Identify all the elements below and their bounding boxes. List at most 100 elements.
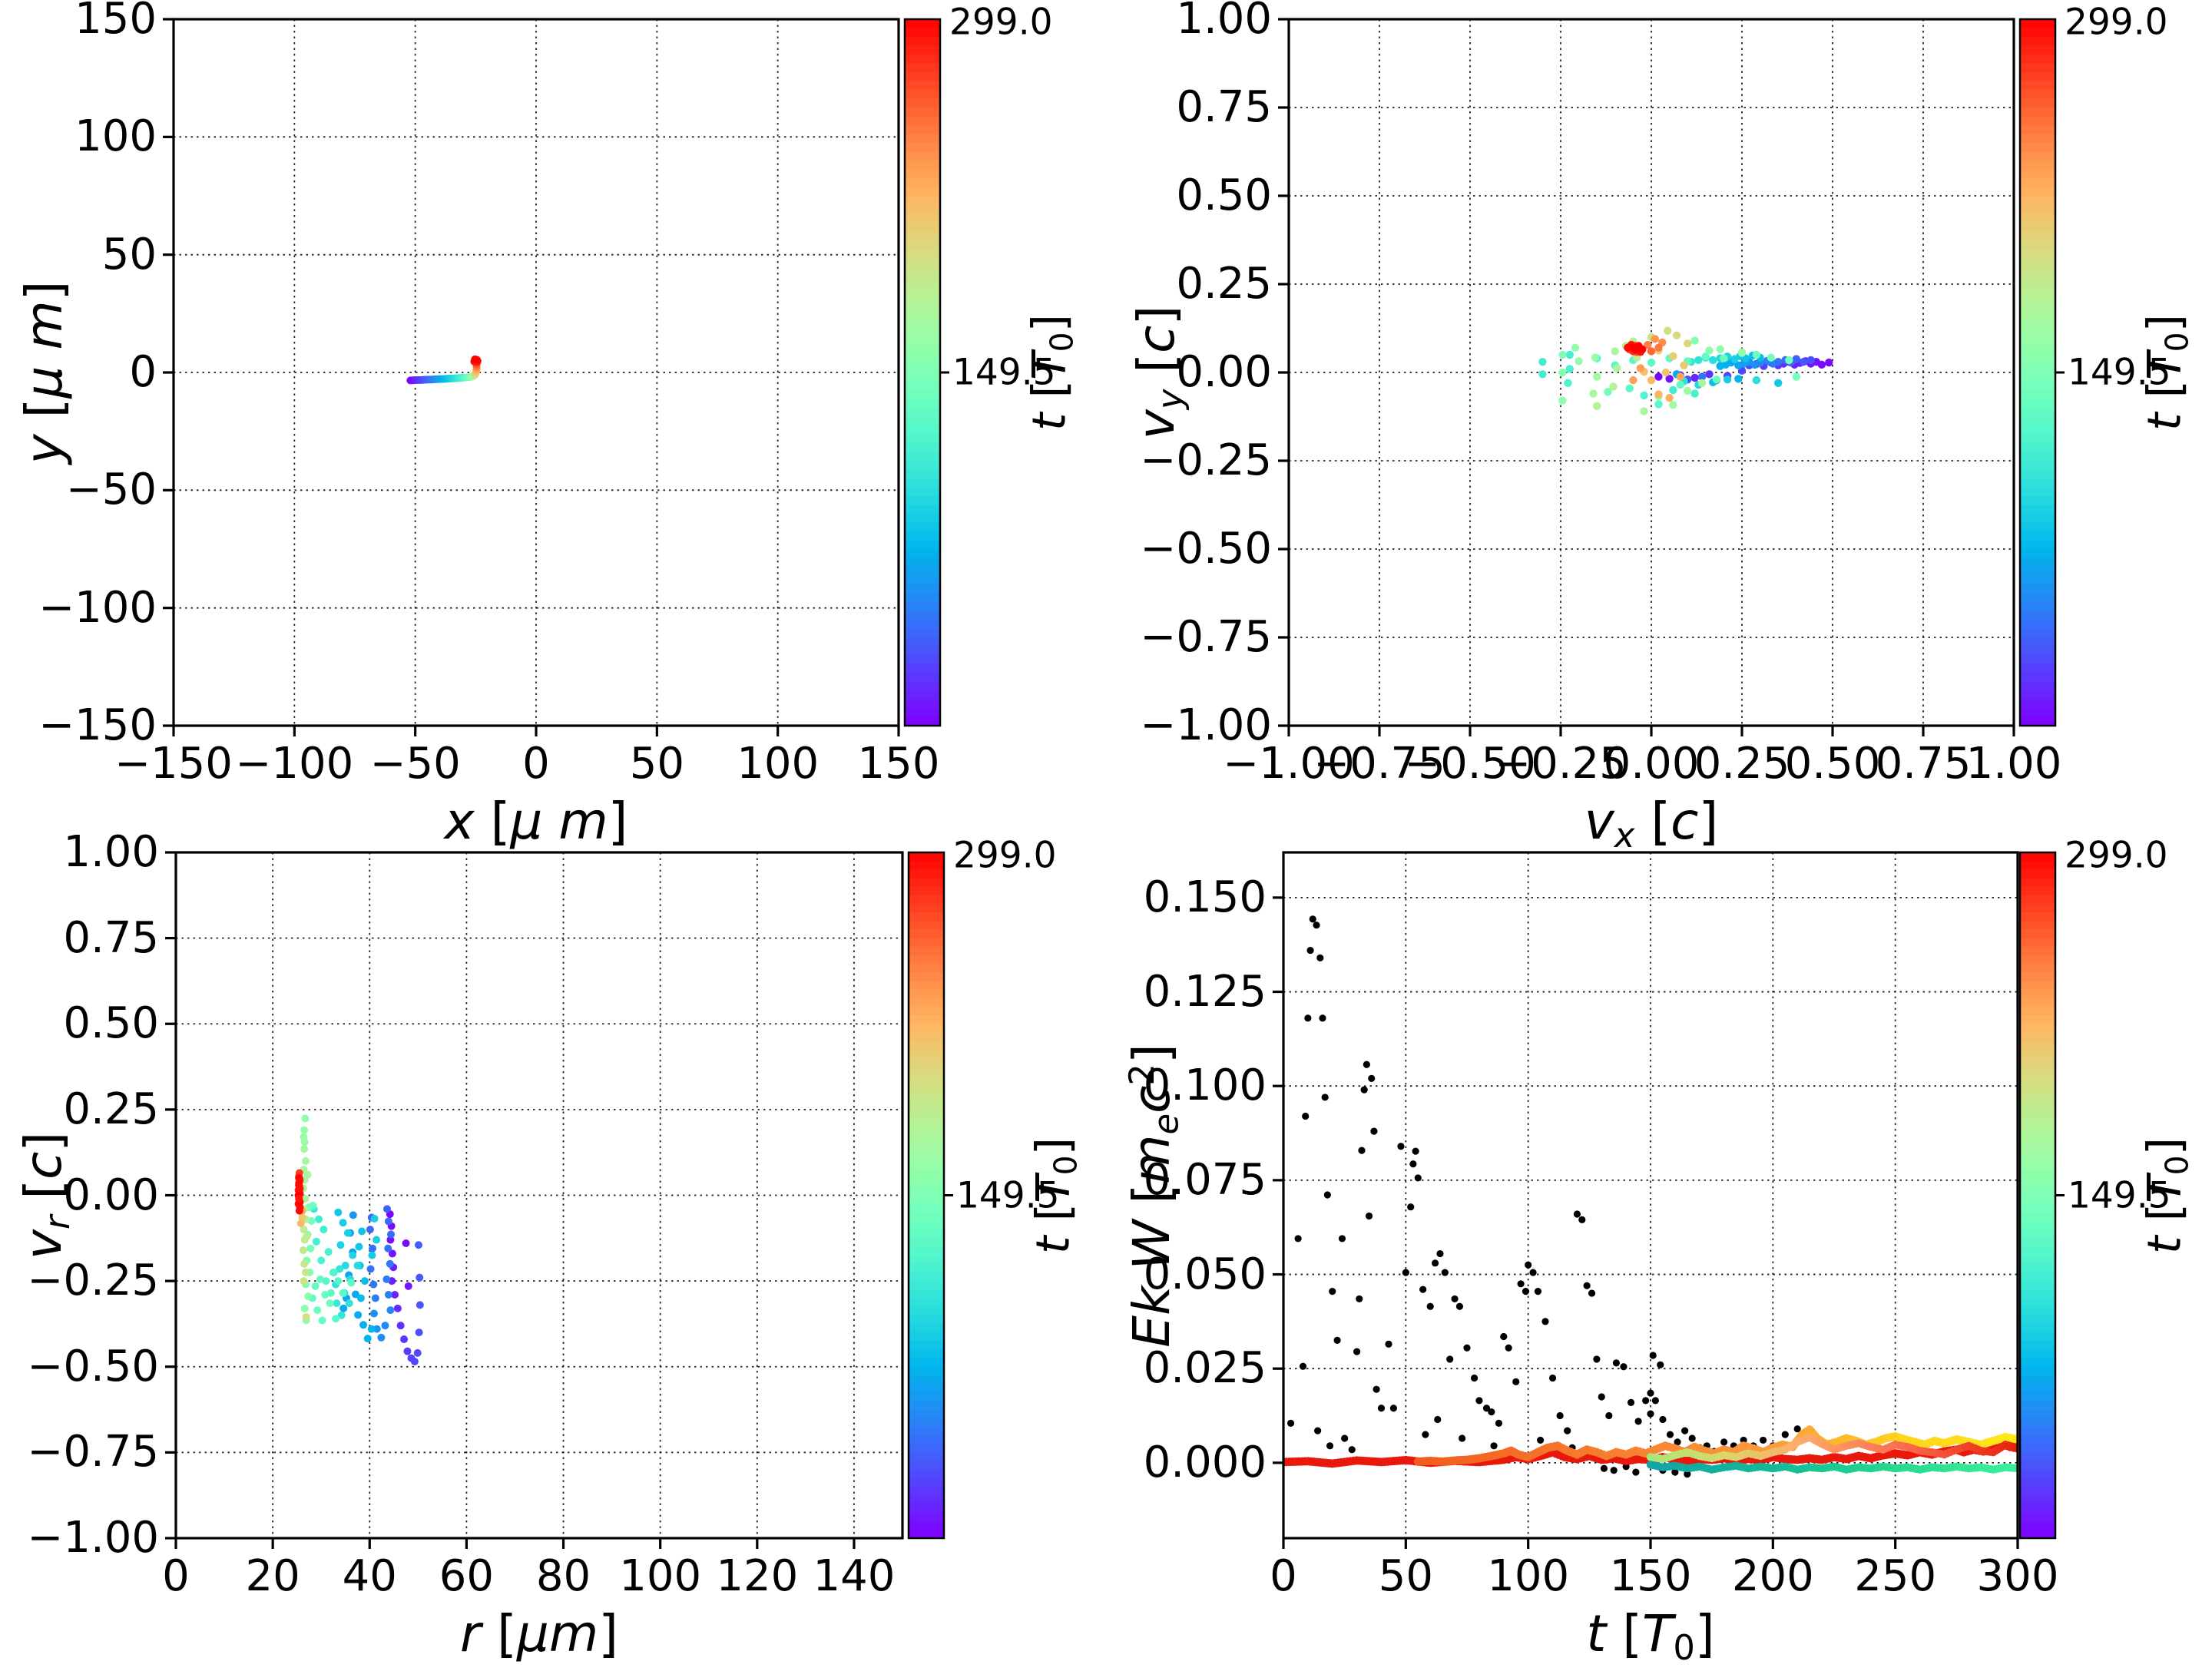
y-tick-label: 0.075 (1143, 1154, 1267, 1205)
data-point (1402, 1269, 1409, 1276)
data-point (1605, 1411, 1613, 1420)
data-point (1720, 1438, 1728, 1446)
colorbar-gradient (905, 690, 940, 700)
data-point (1701, 352, 1710, 361)
colorbar-gradient (909, 1015, 944, 1025)
colorbar-gradient (905, 514, 940, 524)
colorbar-gradient (2020, 461, 2055, 471)
colorbar-gradient (905, 257, 940, 267)
colorbar-gradient (909, 1461, 944, 1471)
label-segment: ] (13, 1131, 73, 1152)
data-point (324, 1248, 333, 1256)
data-point (1316, 954, 1324, 961)
colorbar-gradient (2020, 1504, 2055, 1514)
colorbar-gradient (2020, 134, 2055, 144)
data-point (1470, 1374, 1479, 1382)
colorbar-gradient (2020, 610, 2055, 620)
x-tick-label: 300 (1976, 1551, 2059, 1601)
data-point (304, 1292, 313, 1301)
data-point (295, 1206, 303, 1215)
data-point (1314, 1427, 1322, 1434)
data-point (1654, 372, 1663, 381)
label-segment: r (460, 1604, 482, 1663)
data-point (1338, 1235, 1346, 1242)
x-axis-label: t [T0] (1586, 1609, 1714, 1666)
y-tick-label: 0.00 (1176, 347, 1272, 397)
label-segment: t (1022, 412, 1077, 432)
data-point (415, 1329, 423, 1337)
data-point (1564, 1427, 1571, 1434)
colorbar-gradient (2020, 1212, 2055, 1222)
colorbar-gradient (2020, 381, 2055, 391)
data-point (471, 355, 479, 363)
colorbar-gradient (2020, 19, 2055, 29)
colorbar-tick-mid: 149.5 (2068, 1174, 2171, 1216)
y-tick-label: −150 (38, 700, 157, 750)
colorbar-gradient (905, 178, 940, 188)
x-tick-label: 140 (813, 1551, 896, 1601)
colorbar-gradient (2020, 187, 2055, 197)
data-point (1304, 1014, 1312, 1022)
label-segment: x (444, 792, 475, 851)
data-point (1589, 389, 1598, 398)
data-point (1500, 1332, 1508, 1341)
colorbar-gradient (905, 37, 940, 47)
colorbar-gradient (2020, 637, 2055, 647)
colorbar-gradient (905, 116, 940, 126)
colorbar-tick-max: 299.0 (953, 834, 1057, 877)
colorbar-gradient (905, 584, 940, 594)
data-point (1781, 1431, 1789, 1438)
colorbar-gradient (909, 1024, 944, 1034)
data-point (1697, 372, 1707, 381)
colorbar-gradient (905, 187, 940, 197)
colorbar-gradient (2020, 178, 2055, 188)
x-tick-label: 1.00 (1965, 739, 2062, 789)
colorbar-gradient (2020, 1495, 2055, 1505)
data-point (1690, 373, 1699, 382)
label-segment: c (1671, 792, 1699, 851)
x-tick-label: 120 (716, 1551, 799, 1601)
data-point (317, 1256, 326, 1265)
y-tick-label: 1.00 (63, 827, 159, 877)
x-tick-label: 150 (1609, 1551, 1692, 1601)
colorbar-gradient (909, 1323, 944, 1334)
data-point (1302, 1112, 1310, 1120)
colorbar-gradient (2020, 249, 2055, 259)
colorbar-gradient (2020, 567, 2055, 577)
colorbar-gradient (905, 98, 940, 108)
colorbar-gradient (2020, 45, 2055, 55)
data-point (1716, 345, 1724, 353)
data-point (347, 1279, 356, 1287)
colorbar-gradient (905, 575, 940, 585)
colorbar-gradient (2020, 1418, 2055, 1428)
colorbar-gradient (905, 372, 940, 382)
data-point (1651, 335, 1659, 343)
y-tick-label: −1.00 (27, 1513, 159, 1563)
colorbar-gradient (905, 151, 940, 161)
colorbar-gradient (2020, 1358, 2055, 1368)
data-point (1537, 1436, 1545, 1444)
colorbar-gradient (909, 1186, 944, 1196)
colorbar-gradient (905, 567, 940, 577)
data-point (1463, 1344, 1471, 1352)
colorbar-gradient (909, 1049, 944, 1059)
y-tick-label: 0.100 (1143, 1061, 1267, 1111)
x-axis-label: vx [c] (1584, 796, 1718, 853)
colorbar-gradient (909, 1529, 944, 1539)
colorbar-gradient (2020, 302, 2055, 312)
data-point (334, 1277, 343, 1286)
colorbar-gradient (2020, 886, 2055, 896)
colorbar-gradient (905, 363, 940, 373)
data-point (1588, 1289, 1596, 1297)
y-tick-label: −0.25 (27, 1256, 159, 1306)
colorbar-gradient (905, 160, 940, 170)
colorbar-gradient (909, 912, 944, 922)
colorbar-gradient (2020, 1409, 2055, 1419)
y-axis-label: vr [c] (14, 1131, 78, 1259)
data-point (1654, 390, 1663, 399)
x-tick-label: 0.50 (1784, 739, 1881, 789)
y-tick-label: 0.50 (1176, 170, 1272, 220)
colorbar-gradient (2020, 514, 2055, 524)
colorbar-gradient (2020, 328, 2055, 338)
data-point (1348, 1446, 1356, 1454)
